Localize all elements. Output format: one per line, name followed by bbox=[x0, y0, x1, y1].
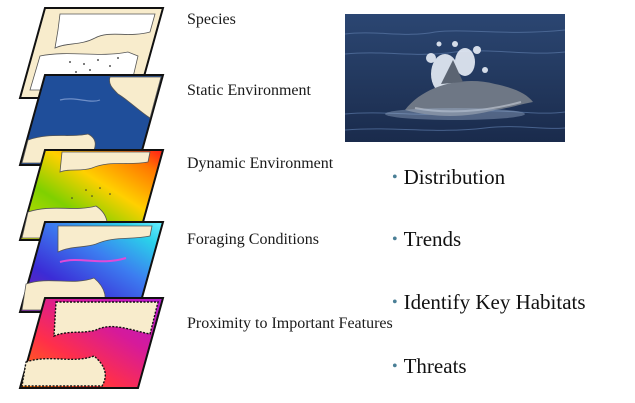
bullet-marker: • bbox=[392, 358, 398, 375]
map-layer-proximity-features bbox=[18, 297, 165, 389]
bullet-marker: • bbox=[392, 231, 398, 248]
bullet-marker: • bbox=[392, 294, 398, 311]
bullet-marker: • bbox=[392, 169, 398, 186]
outcome-distribution: • Distribution bbox=[392, 167, 505, 188]
outcome-label: Distribution bbox=[403, 165, 506, 189]
map-layer-stack bbox=[18, 7, 165, 389]
layer-label-dynamic-environment: Dynamic Environment bbox=[187, 155, 334, 172]
outcome-label: Trends bbox=[403, 227, 462, 251]
layer-label-proximity-features: Proximity to Important Features bbox=[187, 315, 393, 332]
outcome-identify-key-habitats: • Identify Key Habitats bbox=[392, 292, 586, 313]
dolphin-photo bbox=[345, 14, 565, 142]
layer-label-foraging-conditions: Foraging Conditions bbox=[187, 231, 320, 248]
outcome-threats: • Threats bbox=[392, 356, 467, 377]
species-sighting-points bbox=[61, 57, 119, 79]
map-layer-static-environment bbox=[18, 74, 165, 166]
outcome-label: Identify Key Habitats bbox=[403, 290, 586, 314]
layer-label-static-environment: Static Environment bbox=[187, 82, 311, 99]
layer-label-species: Species bbox=[187, 11, 236, 28]
outcome-trends: • Trends bbox=[392, 229, 461, 250]
outcome-label: Threats bbox=[403, 354, 467, 378]
